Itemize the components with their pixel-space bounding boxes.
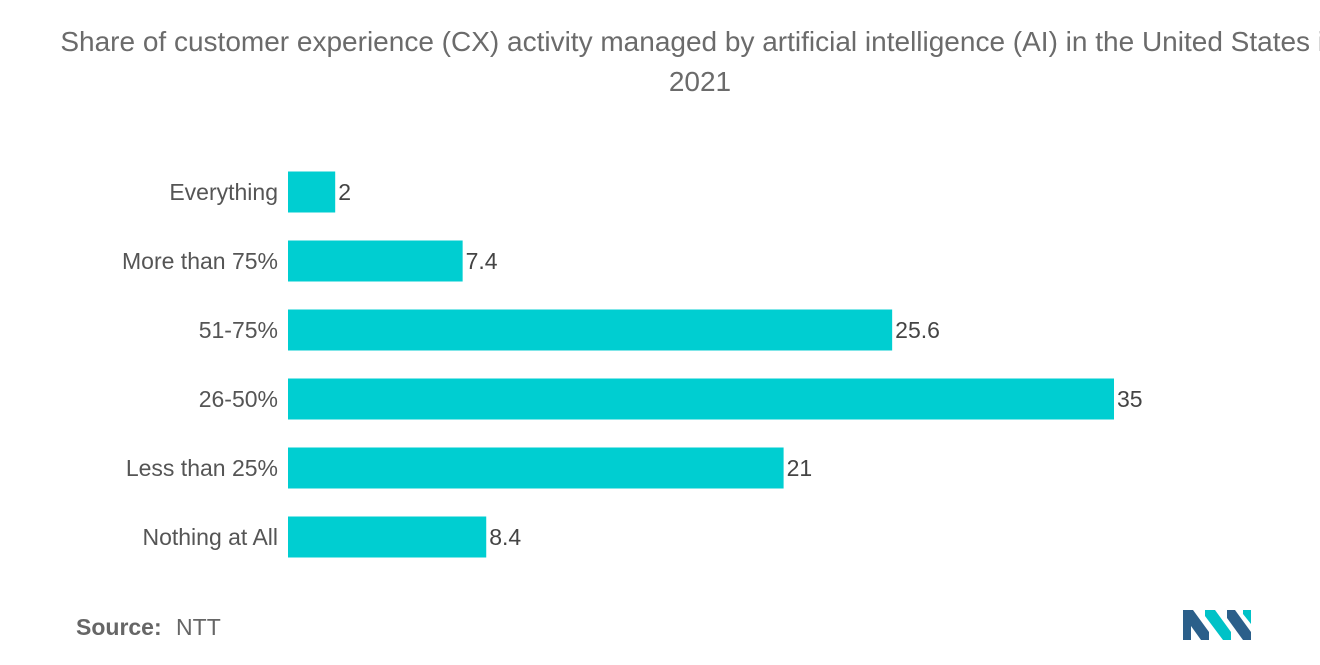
value-label: 21 xyxy=(787,455,813,481)
value-label: 8.4 xyxy=(489,524,521,550)
value-label: 35 xyxy=(1117,386,1143,412)
source-value: NTT xyxy=(176,614,221,640)
category-label: More than 75% xyxy=(122,248,278,274)
bar-0 xyxy=(288,171,336,213)
bar-2 xyxy=(288,309,893,351)
bar-5 xyxy=(288,516,487,558)
value-label: 7.4 xyxy=(466,248,498,274)
bar-3 xyxy=(288,378,1114,420)
value-label: 25.6 xyxy=(895,317,940,343)
bar-4 xyxy=(288,447,784,489)
category-label: 51-75% xyxy=(199,317,278,343)
category-label: Less than 25% xyxy=(126,455,278,481)
value-label: 2 xyxy=(338,179,351,205)
category-label: Everything xyxy=(169,179,278,205)
source-line: Source: NTT xyxy=(76,614,221,641)
source-label: Source: xyxy=(76,614,162,640)
category-label: Nothing at All xyxy=(142,524,278,550)
chart-title: Share of customer experience (CX) activi… xyxy=(60,26,1320,97)
category-label: 26-50% xyxy=(199,386,278,412)
mordor-intelligence-logo-icon xyxy=(1183,610,1251,640)
bar-1 xyxy=(288,240,463,282)
